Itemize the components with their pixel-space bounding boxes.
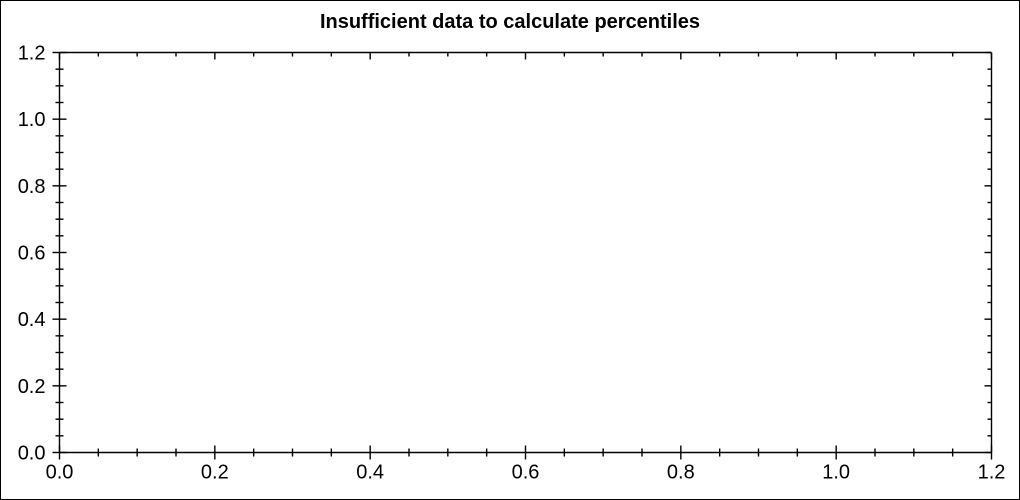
y-tick-label: 1.2 [18,43,46,65]
y-tick-label: 0.8 [18,176,46,198]
x-tick-label: 0.0 [46,462,74,484]
y-tick-label: 0.6 [18,243,46,265]
y-tick-label: 0.2 [18,376,46,398]
chart-title: Insufficient data to calculate percentil… [319,11,701,33]
y-tick-label: 0.0 [18,443,46,465]
x-tick-label: 0.6 [512,462,540,484]
x-tick-label: 1.2 [978,462,1006,484]
x-tick-label: 0.4 [356,462,384,484]
x-tick-label: 0.8 [667,462,695,484]
y-tick-label: 0.4 [18,309,46,331]
x-tick-label: 1.0 [822,462,850,484]
y-tick-label: 1.0 [18,109,46,131]
x-tick-label: 0.2 [201,462,229,484]
